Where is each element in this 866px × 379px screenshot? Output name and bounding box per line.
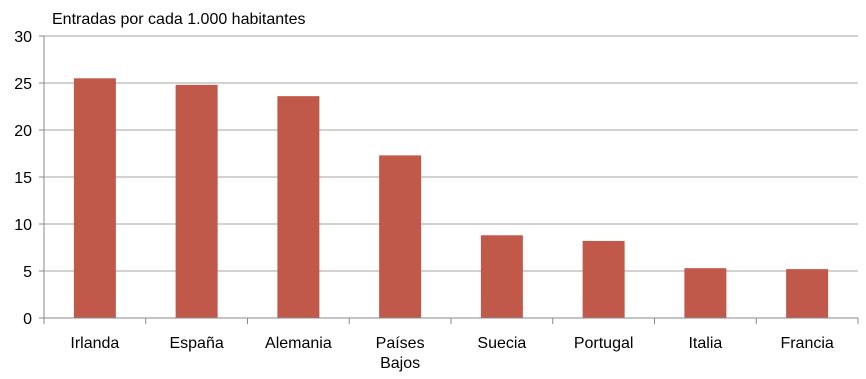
- bar: [480, 235, 523, 318]
- y-axis-unit-label: Entradas por cada 1.000 habitantes: [52, 11, 306, 28]
- bar: [582, 240, 625, 318]
- x-tick-label: Portugal: [574, 335, 634, 352]
- y-tick-label: 30: [14, 29, 32, 46]
- y-tick-label: 0: [23, 311, 32, 328]
- bar: [175, 84, 218, 318]
- bar: [277, 96, 320, 318]
- axes: [39, 35, 859, 324]
- x-tick-label: Suecia: [477, 335, 526, 352]
- x-tick-label: Francia: [780, 335, 833, 352]
- y-tick-label: 5: [23, 264, 32, 281]
- bar: [73, 78, 116, 318]
- y-tick-labels: 0 5 10 15 20 25 30: [14, 29, 32, 328]
- y-tick-label: 15: [14, 170, 32, 187]
- y-tick-label: 10: [14, 217, 32, 234]
- bars: [73, 78, 829, 318]
- y-tick-label: 25: [14, 76, 32, 93]
- y-tick-label: 20: [14, 123, 32, 140]
- x-tick-label: Países Bajos: [376, 335, 425, 372]
- x-tick-label: Alemania: [265, 335, 332, 352]
- bar: [379, 155, 422, 318]
- x-tick-label: España: [169, 335, 223, 352]
- x-tick-label: Irlanda: [70, 335, 119, 352]
- bar: [684, 268, 727, 318]
- gridlines: [44, 35, 858, 272]
- x-tick-label: Italia: [688, 335, 722, 352]
- bar: [786, 269, 829, 318]
- x-tick-labels: Irlanda España Alemania Países Bajos Suecia Po…: [70, 335, 833, 372]
